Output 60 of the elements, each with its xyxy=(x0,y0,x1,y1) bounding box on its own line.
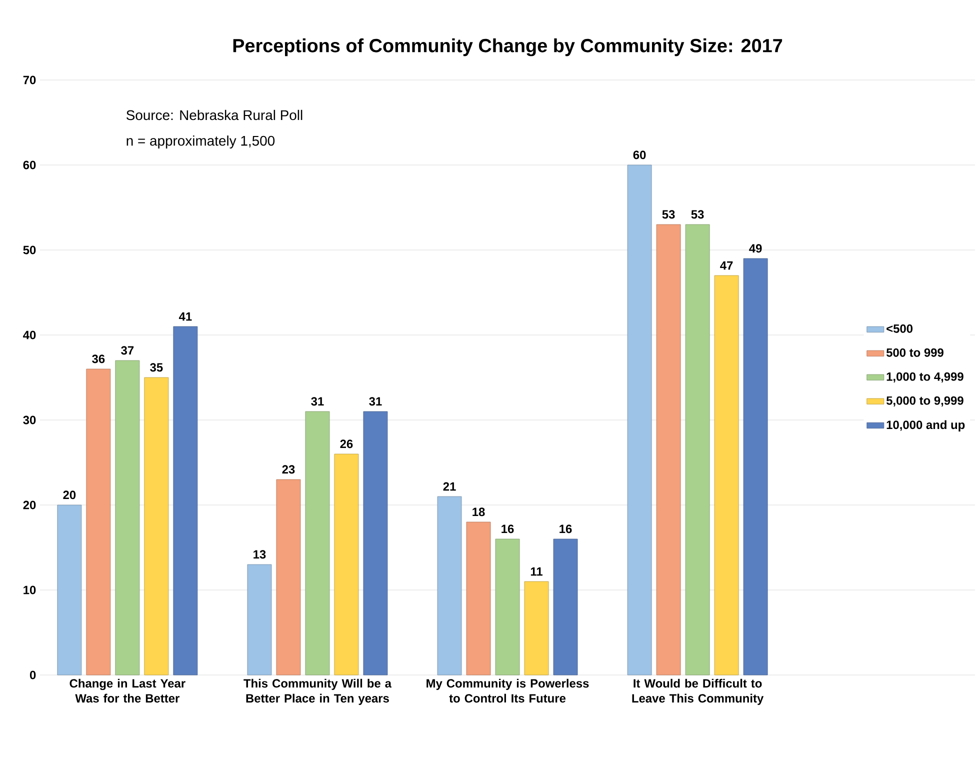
bar xyxy=(437,496,462,676)
data-label: 11 xyxy=(530,567,542,576)
y-tick-label: 0 xyxy=(30,670,36,680)
bar xyxy=(276,479,301,676)
data-label: 60 xyxy=(633,150,646,160)
annotation: n = approximately 1,500 xyxy=(126,135,275,148)
data-label: 26 xyxy=(340,440,353,448)
data-label: 35 xyxy=(150,363,163,372)
x-tick-label: It Would be Difficult to Leave This Community xyxy=(632,678,764,705)
y-tick-label: 30 xyxy=(23,416,36,424)
bar xyxy=(144,377,169,676)
data-label: 36 xyxy=(92,354,105,364)
y-tick-label: 50 xyxy=(23,246,36,254)
bar xyxy=(57,504,82,676)
bar xyxy=(173,326,198,676)
bar xyxy=(743,258,768,676)
bar xyxy=(363,411,388,676)
data-label: 31 xyxy=(311,397,324,406)
bar xyxy=(553,538,578,676)
legend-label: 1,000 to 4,999 xyxy=(886,372,964,383)
bar xyxy=(334,454,359,676)
bar xyxy=(115,360,140,676)
data-label: 20 xyxy=(63,490,76,500)
legend-label: 500 to 999 xyxy=(886,348,944,357)
y-tick-label: 40 xyxy=(23,330,36,340)
y-tick-label: 60 xyxy=(23,160,36,170)
data-label: 47 xyxy=(720,261,733,270)
y-tick-label: 10 xyxy=(24,586,36,594)
data-label: 18 xyxy=(472,508,485,516)
annotation: Source: Nebraska Rural Poll xyxy=(126,110,302,120)
x-tick-label: My Community is Powerless to Control Its Future xyxy=(426,678,589,703)
data-label: 23 xyxy=(282,465,295,474)
data-label: 21 xyxy=(443,482,456,491)
bar xyxy=(656,224,681,676)
bar xyxy=(524,581,549,676)
data-label: 31 xyxy=(369,397,382,406)
bar xyxy=(86,368,111,676)
data-label: 37 xyxy=(121,346,134,355)
chart-title: Perceptions of Community Change by Community Size: 2017 xyxy=(233,38,782,56)
y-tick-label: 70 xyxy=(23,76,36,84)
x-tick-label: This Community Will be a Better Place in Ten years xyxy=(244,678,392,705)
bar xyxy=(466,522,491,676)
legend-label: <500 xyxy=(886,324,913,333)
legend-label: 5,000 to 9,999 xyxy=(886,396,964,407)
legend-label: 10,000 and up xyxy=(886,420,965,432)
data-label: 53 xyxy=(662,210,675,219)
data-label: 16 xyxy=(560,524,572,534)
bar xyxy=(305,411,330,676)
bar xyxy=(714,275,739,676)
data-label: 53 xyxy=(691,210,704,219)
bar xyxy=(247,564,272,676)
data-label: 16 xyxy=(502,524,514,534)
x-tick-label: Change in Last Year Was for the Better xyxy=(70,678,186,703)
data-label: 13 xyxy=(254,550,266,559)
bar xyxy=(685,224,710,676)
data-label: 49 xyxy=(749,244,762,253)
bar xyxy=(627,164,652,676)
y-tick-label: 20 xyxy=(23,500,36,510)
data-label: 41 xyxy=(178,312,192,321)
bar xyxy=(495,538,520,676)
